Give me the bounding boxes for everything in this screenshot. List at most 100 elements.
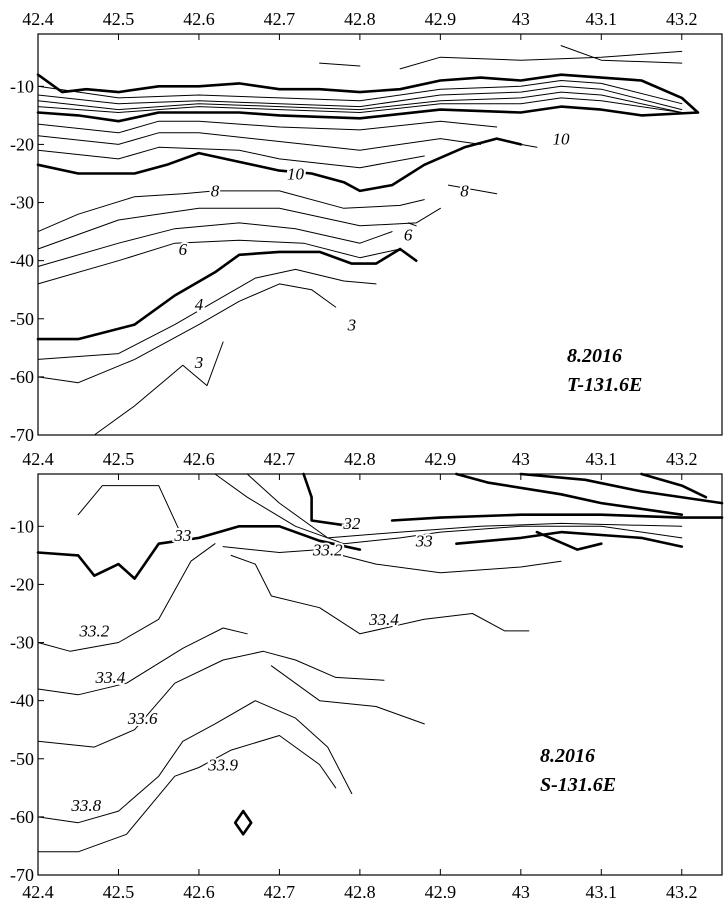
contour-label: 33.4 (368, 610, 399, 629)
contour-line (37, 80, 683, 105)
contour-line (37, 207, 441, 250)
contour-label: 32 (342, 514, 361, 533)
contour-line (37, 132, 482, 151)
contour-line (407, 222, 417, 227)
contour-line (399, 50, 683, 70)
contour-line (37, 222, 393, 267)
contour-line (447, 184, 498, 195)
x-tick-label: 43.2 (666, 9, 698, 29)
contour-line (535, 530, 603, 551)
contour-label: 33.9 (207, 755, 238, 774)
panel-title-line: 8.2016 (540, 745, 595, 767)
contour-line (37, 627, 248, 696)
x-tick-label: 42.9 (425, 882, 457, 902)
contour-line (36, 73, 700, 114)
contour-label: 33.6 (127, 709, 158, 728)
contour-label: 33.8 (70, 796, 101, 815)
contour-label: 33.4 (95, 668, 126, 687)
x-tick-label: 42.7 (264, 449, 296, 469)
contour-line (390, 513, 724, 522)
contour-line (270, 665, 425, 725)
contour-line (560, 45, 683, 64)
panel-salinity: 42.4 42.4 42.5 42.5 42.6 42.6 42.7 42.7 42.8 42.8… (10, 449, 724, 902)
contour-line (230, 554, 530, 635)
contour-lines (36, 45, 700, 436)
panel-temperature: 42.4 42.5 42.6 42.7 42.8 42.9 43 43.1 43.2-10-20… (10, 9, 723, 445)
x-tick-label: 42.9 (425, 9, 457, 29)
x-tick-label: 42.4 (22, 9, 54, 29)
contour-line (37, 283, 337, 384)
contour-line (37, 190, 425, 233)
contour-line (222, 546, 562, 574)
x-tick-label: 42.6 (183, 449, 215, 469)
contour-label: 10 (287, 164, 305, 183)
y-tick-label: -40 (10, 691, 34, 711)
x-tick-label: 42.9 (425, 449, 457, 469)
contour-line (36, 247, 418, 341)
contour-label: 6 (179, 240, 188, 259)
contour-label: 33.2 (78, 622, 109, 641)
contour-line (37, 239, 401, 285)
contour-label: 3 (347, 315, 357, 334)
x-tick-label: 42.8 (344, 449, 376, 469)
plot-frame (37, 473, 723, 876)
y-tick-label: -20 (10, 574, 34, 594)
contour-line (37, 735, 337, 853)
x-tick-label: 43.2 (666, 882, 698, 902)
x-tick-label: 43.1 (586, 449, 618, 469)
contour-line (455, 472, 684, 517)
contour-label: 33.2 (312, 540, 343, 559)
y-tick-label: -50 (10, 749, 34, 769)
contour-label: 8 (211, 182, 220, 201)
x-tick-label: 42.8 (344, 9, 376, 29)
contour-label: 10 (553, 129, 571, 148)
contour-line (319, 62, 361, 67)
x-tick-label: 43.1 (586, 9, 618, 29)
contour-label: 8 (460, 182, 469, 201)
panel-title-line: T-131.6E (567, 374, 642, 396)
contour-line (37, 146, 425, 169)
y-tick-label: -50 (10, 309, 34, 329)
x-tick-label: 42.6 (183, 9, 215, 29)
contour-line (37, 650, 385, 748)
contour-lines (36, 472, 724, 853)
contour-line (37, 91, 683, 113)
x-tick-label: 42.5 (103, 9, 135, 29)
x-tick-label: 43.1 (586, 882, 618, 902)
contour-line (37, 268, 377, 360)
x-tick-label: 43 (512, 9, 530, 29)
contour-line (520, 143, 538, 148)
y-tick-label: -10 (10, 76, 34, 96)
contour-line (37, 700, 353, 824)
y-tick-label: -70 (10, 865, 34, 885)
contour-label: 3 (194, 353, 204, 372)
y-tick-label: -30 (10, 633, 34, 653)
y-tick-label: -70 (10, 425, 34, 445)
contour-label: 6 (404, 225, 413, 244)
contour-line (37, 85, 683, 111)
y-tick-label: -30 (10, 193, 34, 213)
y-tick-label: -10 (10, 516, 34, 536)
y-tick-label: -20 (10, 134, 34, 154)
contour-label: 33 (173, 526, 191, 545)
contour-line (36, 524, 362, 580)
contour-label: 33 (415, 532, 433, 551)
contour-line (246, 473, 683, 539)
contour-line (455, 530, 684, 548)
contour-line (519, 472, 724, 505)
contour-line (302, 472, 354, 528)
contour-line (640, 472, 708, 499)
contour-line (77, 485, 184, 539)
panel-title-line: S-131.6E (540, 774, 616, 796)
contour-line (36, 105, 700, 123)
contour-label: 4 (195, 295, 204, 314)
contour-line (37, 543, 216, 652)
x-tick-label: 42.7 (264, 9, 296, 29)
plot-frame (37, 33, 723, 436)
contour-line (37, 120, 498, 134)
x-tick-label: 43 (512, 882, 530, 902)
x-tick-label: 42.8 (344, 882, 376, 902)
y-tick-label: -40 (10, 251, 34, 271)
contour-line (37, 97, 683, 113)
